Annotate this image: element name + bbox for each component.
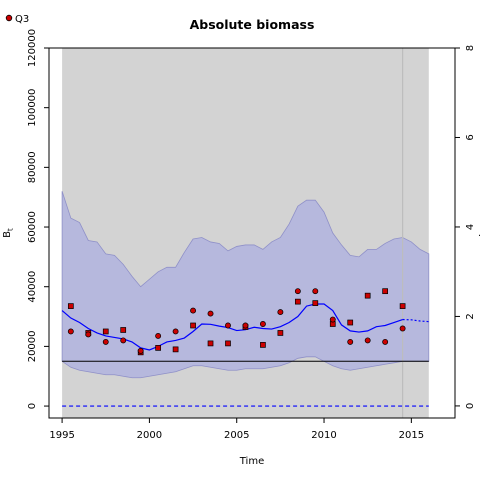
data-point-q3	[242, 322, 249, 329]
chart-title: Absolute biomass	[190, 17, 315, 32]
data-point-square	[294, 298, 301, 305]
x-tick-label: 1995	[49, 430, 74, 441]
data-point-q3	[329, 316, 336, 323]
data-point-q3	[364, 337, 371, 344]
data-point-square	[312, 300, 319, 306]
data-point-square	[260, 342, 266, 348]
data-point-q3	[172, 328, 179, 335]
data-point-q3	[207, 310, 214, 317]
y2-tick-label: 2	[465, 313, 476, 319]
y-tick-label: 60000	[27, 211, 38, 243]
x-tick-label: 2010	[311, 430, 336, 441]
y2-tick-label: 8	[465, 45, 476, 51]
y-tick-label: 40000	[27, 271, 38, 303]
data-point-q3	[225, 322, 231, 329]
data-point-q3	[294, 288, 301, 295]
y-tick-label: 80000	[27, 151, 38, 183]
confidence-band	[61, 191, 430, 379]
y2-axis-label-glyph: .	[478, 228, 480, 239]
data-point-q3	[382, 338, 389, 345]
legend-marker-q3	[5, 14, 13, 22]
data-point-square	[190, 322, 196, 329]
data-point-square	[277, 330, 284, 336]
data-point-square	[172, 346, 179, 353]
data-point-q3	[399, 325, 406, 332]
x-tick-label: 2000	[137, 430, 162, 441]
data-point-square	[382, 288, 389, 295]
data-point-square	[120, 327, 127, 333]
data-point-square	[155, 345, 161, 351]
data-point-q3	[67, 328, 74, 335]
data-point-q3	[277, 309, 284, 316]
x-tick-label: 2005	[224, 430, 249, 441]
y2-tick-label: 6	[465, 134, 476, 140]
x-axis-label: Time	[239, 456, 264, 467]
y-tick-label: 100000	[27, 89, 38, 127]
data-point-square	[207, 340, 214, 347]
data-point-q3	[85, 331, 92, 338]
data-point-q3	[102, 338, 109, 345]
data-point-q3	[155, 332, 162, 339]
data-point-square	[67, 303, 74, 309]
series-line-estimate	[61, 303, 403, 351]
plot-area: 1995 2000 2005 2010 2015 0 20000 40000 60000 8000…	[27, 29, 476, 441]
data-point-q3	[312, 288, 319, 295]
data-point-square	[364, 292, 371, 299]
data-point-q3	[190, 307, 197, 314]
plot-frame	[48, 47, 456, 419]
data-point-square	[102, 328, 109, 335]
y-tick-label: 0	[27, 403, 38, 409]
data-point-q3	[137, 347, 144, 354]
data-point-square	[399, 303, 406, 309]
y2-tick-label: 4	[465, 224, 476, 230]
data-point-q3	[259, 321, 266, 327]
data-point-square	[225, 340, 231, 347]
y-tick-label: 20000	[27, 330, 38, 362]
legend: Q3	[5, 14, 29, 25]
data-point-q3	[347, 338, 354, 345]
y-tick-label: 120000	[27, 29, 38, 67]
y-axis-label: Bt	[2, 228, 15, 238]
data-point-square	[347, 319, 354, 326]
y2-tick-label: 0	[465, 403, 476, 409]
legend-label-q3: Q3	[15, 14, 29, 25]
data-point-q3	[120, 337, 127, 344]
series-line-estimate-projection	[402, 318, 429, 323]
x-tick-label: 2015	[399, 430, 424, 441]
